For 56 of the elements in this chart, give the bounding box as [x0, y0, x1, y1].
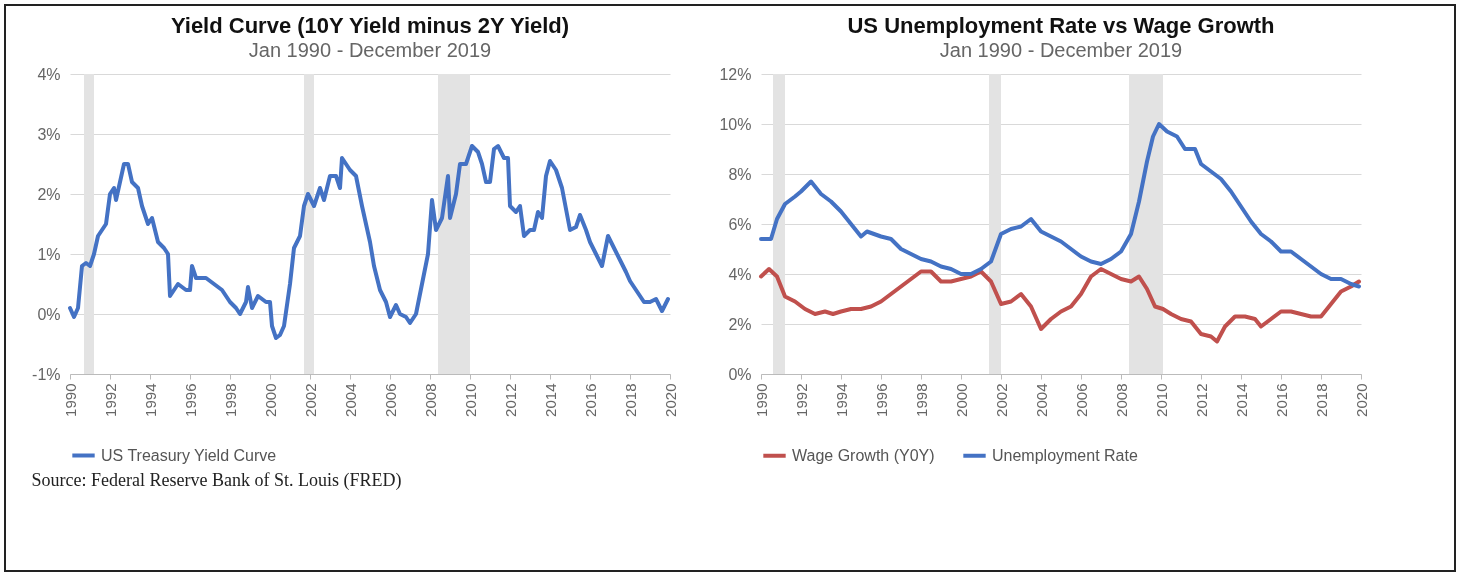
x-tick-label: 2006	[381, 383, 399, 417]
y-tick-label: 3%	[37, 125, 61, 143]
y-tick-label: 12%	[719, 65, 752, 83]
chart-subtitle: Jan 1990 - December 2019	[248, 39, 492, 61]
legend-label: US Treasury Yield Curve	[101, 446, 277, 464]
x-tick-label: 2020	[661, 383, 679, 417]
chart-title: US Unemployment Rate vs Wage Growth	[847, 13, 1275, 38]
x-tick-label: 2018	[1312, 383, 1330, 417]
source-note: Source: Federal Reserve Bank of St. Louis (FRED)	[31, 470, 402, 491]
y-tick-label: 4%	[37, 65, 61, 83]
x-tick-label: 2012	[1192, 383, 1210, 417]
x-tick-label: 1996	[181, 383, 199, 417]
x-tick-label: 2004	[341, 383, 359, 417]
chart-title: Yield Curve (10Y Yield minus 2Y Yield)	[170, 13, 570, 38]
y-tick-label: 0%	[37, 305, 61, 323]
x-tick-label: 2012	[501, 383, 519, 417]
x-tick-label: 2010	[1152, 383, 1170, 417]
x-tick-label: 1998	[221, 383, 239, 417]
legend-label: Unemployment Rate	[992, 446, 1138, 464]
x-tick-label: 1992	[101, 383, 119, 417]
x-tick-label: 2002	[992, 383, 1010, 417]
x-tick-label: 2000	[261, 383, 279, 417]
y-tick-label: 1%	[37, 245, 61, 263]
y-tick-label: 8%	[728, 165, 752, 183]
x-tick-label: 1998	[912, 383, 930, 417]
legend-label: Wage Growth (Y0Y)	[792, 446, 935, 464]
x-tick-label: 2016	[581, 383, 599, 417]
x-tick-label: 2002	[301, 383, 319, 417]
x-tick-label: 1994	[832, 383, 850, 417]
y-tick-label: 2%	[728, 315, 752, 333]
x-tick-label: 2008	[1112, 383, 1130, 417]
line-series	[759, 122, 1361, 289]
x-tick-label: 2008	[421, 383, 439, 417]
x-tick-label: 2004	[1032, 383, 1050, 417]
x-tick-label: 2014	[541, 383, 559, 417]
y-tick-label: 2%	[37, 185, 61, 203]
x-tick-label: 2010	[461, 383, 479, 417]
x-tick-label: 1990	[61, 383, 79, 417]
x-tick-label: 1996	[872, 383, 890, 417]
x-tick-label: 2020	[1352, 383, 1370, 417]
x-tick-label: 2014	[1232, 383, 1250, 417]
y-tick-label: 10%	[719, 115, 752, 133]
x-tick-label: 1990	[752, 383, 770, 417]
line-series	[759, 267, 1361, 344]
x-tick-label: 2000	[952, 383, 970, 417]
chart-subtitle: Jan 1990 - December 2019	[939, 39, 1183, 61]
x-tick-label: 2018	[621, 383, 639, 417]
x-tick-label: 1994	[141, 383, 159, 417]
x-tick-label: 2016	[1272, 383, 1290, 417]
y-tick-label: 4%	[728, 265, 752, 283]
line-series	[68, 144, 670, 340]
y-tick-label: 0%	[728, 365, 752, 383]
x-tick-label: 2006	[1072, 383, 1090, 417]
y-tick-label: 6%	[728, 215, 752, 233]
x-tick-label: 1992	[792, 383, 810, 417]
y-tick-label: -1%	[32, 365, 61, 383]
